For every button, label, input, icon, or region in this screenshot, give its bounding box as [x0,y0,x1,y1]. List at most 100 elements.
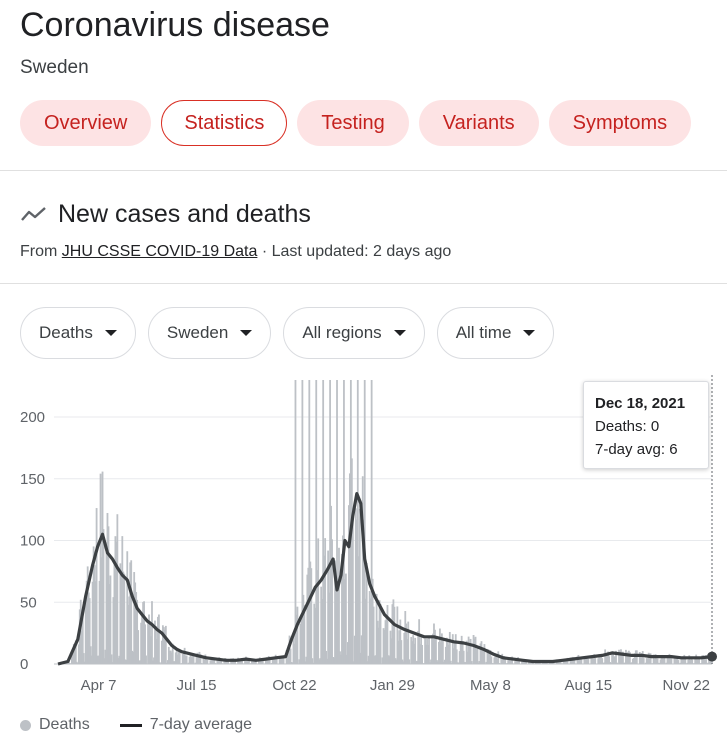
death-bar [190,656,193,664]
death-bar [371,578,374,664]
time-range-dropdown[interactable]: All time [436,307,555,359]
tab-overview[interactable]: Overview [20,100,152,146]
death-bar [466,651,469,664]
death-bar [199,653,202,664]
death-bar [487,649,490,664]
death-bar [392,599,395,664]
death-bar [120,570,123,664]
death-bar [319,658,322,664]
death-bar [323,555,326,664]
death-bar [644,662,647,664]
death-bar [573,657,576,664]
death-bar [421,644,424,664]
death-bar [176,654,179,664]
tab-symptoms[interactable]: Symptoms [548,100,692,146]
country-dropdown[interactable]: Sweden [147,307,272,359]
death-bar [118,655,121,664]
death-bar [635,650,638,664]
death-bar [609,662,611,664]
death-bar [287,645,290,664]
metric-dropdown[interactable]: Deaths [20,307,136,359]
tab-variants[interactable]: Variants [418,100,539,146]
death-bar [296,606,299,664]
death-bar [302,594,305,664]
death-bar [178,649,181,664]
region-dropdown-label: All regions [302,323,382,342]
death-bar [96,655,99,664]
death-bar [205,659,208,664]
death-bar [465,640,468,664]
death-bar [272,658,275,664]
death-bar [616,662,618,664]
metric-dropdown-label: Deaths [39,323,93,342]
death-bar [516,660,518,664]
death-bar [628,652,631,664]
death-bar [94,581,97,664]
death-bar [132,651,135,664]
death-bar [356,380,359,664]
death-bar [291,662,294,664]
death-bar [457,662,460,664]
death-bar [622,651,624,664]
death-bar [293,643,296,664]
death-bar [394,658,397,664]
death-bar [604,649,607,664]
death-bar [611,654,613,664]
death-bar [213,658,216,664]
death-bar [137,630,140,664]
death-bar [375,593,378,664]
death-bar [496,658,499,664]
death-bar [680,658,683,664]
death-bar [182,653,185,664]
death-bar [396,606,399,664]
death-bar [116,514,119,664]
country-dropdown-label: Sweden [166,323,229,342]
death-bar [156,638,158,664]
tooltip-date: Dec 18, 2021 [595,395,686,412]
death-bar [238,659,240,664]
death-bar [430,659,432,664]
death-bar [369,598,372,664]
region-dropdown[interactable]: All regions [283,307,425,359]
death-bar [476,648,479,664]
deaths-chart[interactable]: 0 50 100 150 200 Apr 7 Jul 15 Oct 22 Jan 29 May 8… [0,370,727,700]
death-bar [473,638,476,664]
death-bar [653,658,656,664]
death-bar [607,651,610,664]
death-bar [674,657,677,664]
death-bar [147,623,149,664]
death-bar [477,662,480,664]
tab-testing[interactable]: Testing [297,100,409,146]
death-bar [304,661,307,664]
death-bar [675,658,678,664]
death-bar [453,640,456,664]
death-bar [391,604,394,664]
death-bar [361,476,364,664]
death-bar [586,658,589,664]
death-bar [321,598,324,664]
death-bar [331,539,333,664]
death-bar [602,662,605,664]
death-bar [652,654,655,664]
death-bar [436,660,438,664]
tab-statistics[interactable]: Statistics [161,100,288,146]
death-bar [366,661,369,664]
death-bar [454,634,457,664]
death-bar [404,611,407,664]
death-bar [641,651,644,664]
y-tick-label: 200 [20,409,45,426]
death-bar [83,661,86,664]
death-bar [393,606,396,664]
death-bar [374,655,377,664]
death-bar [485,661,488,664]
death-bar [440,633,443,664]
death-bar [294,380,297,664]
death-bar [633,653,636,664]
death-bar [565,659,568,664]
death-bar [482,649,485,664]
death-bar [139,660,142,664]
source-link[interactable]: JHU CSSE COVID-19 Data [61,243,258,260]
death-bar [610,662,612,664]
death-bar [381,657,384,664]
death-bar [135,592,138,664]
